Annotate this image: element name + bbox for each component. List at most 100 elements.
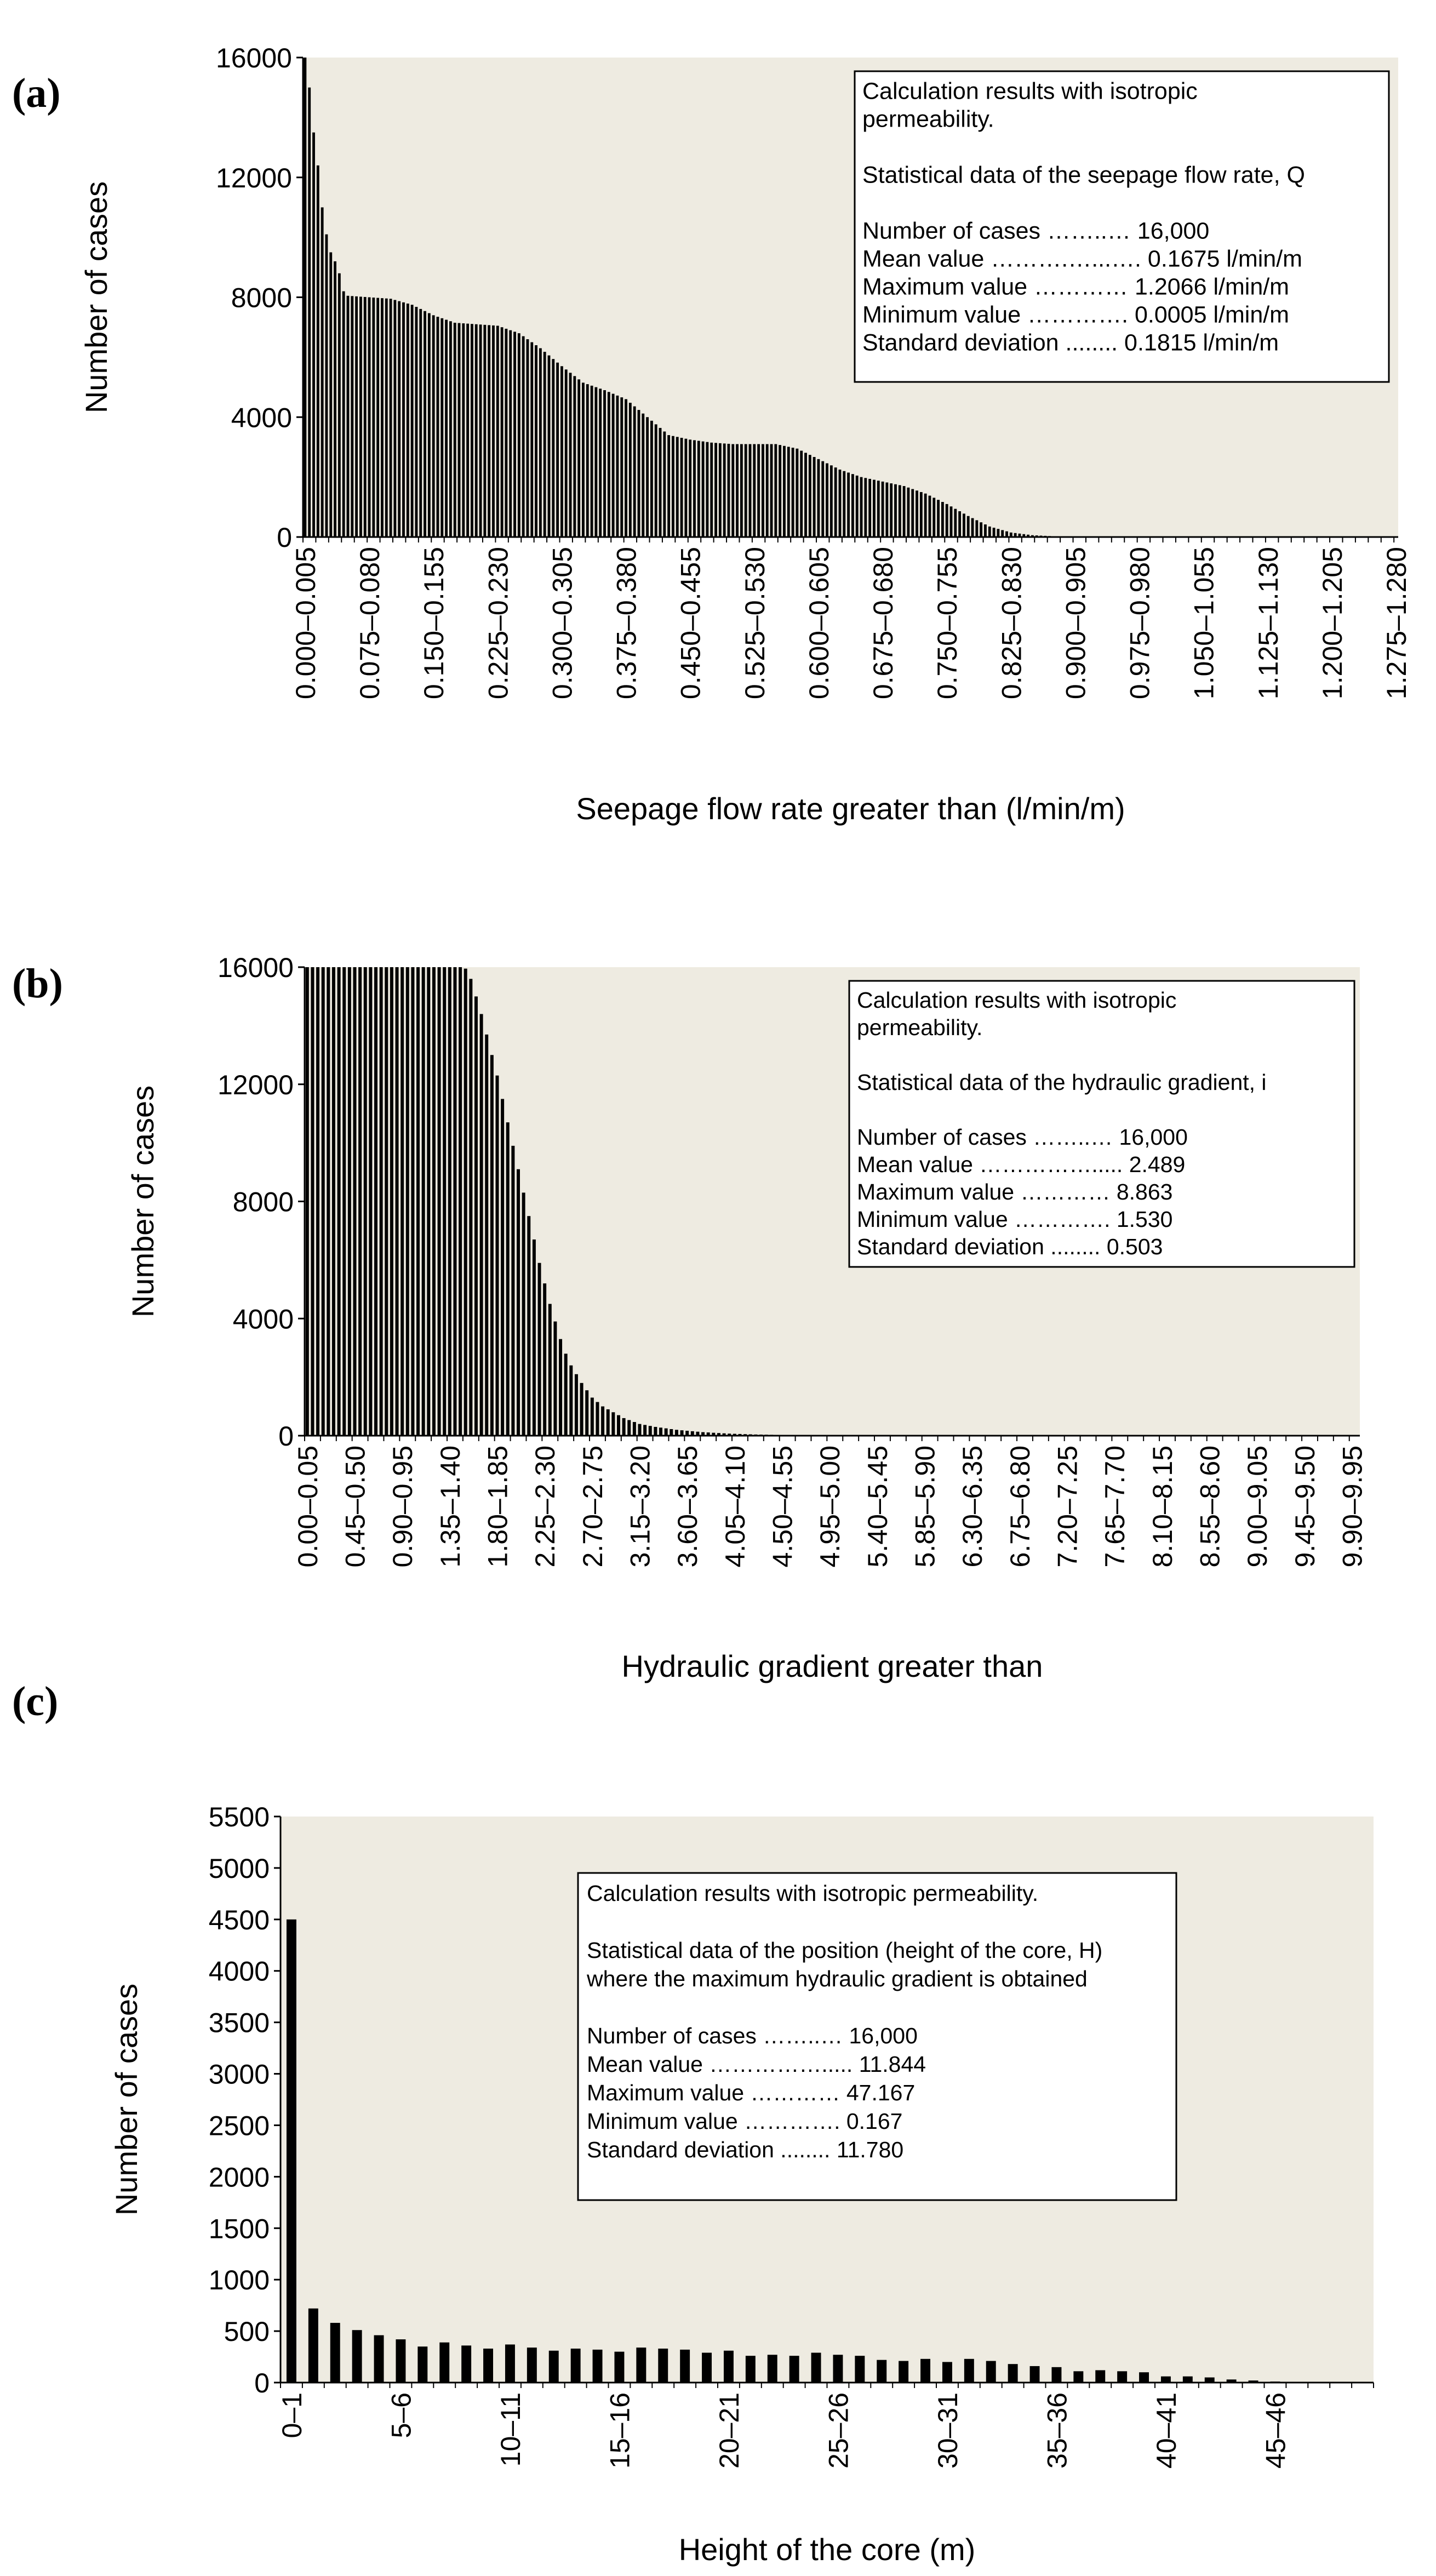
bar-69 (599, 389, 602, 537)
bar-20 (390, 299, 392, 537)
bar-8 (348, 967, 351, 1436)
bar-18 (680, 2350, 690, 2383)
statistics-line: Number of cases ……..… 16,000 (587, 2023, 918, 2048)
bar-133 (873, 480, 876, 537)
bar-132 (868, 479, 871, 537)
bar-12 (355, 296, 358, 537)
statistics-line: Standard deviation ........ 0.1815 l/min… (862, 330, 1279, 356)
bar-89 (684, 439, 687, 537)
statistics-line: Calculation results with isotropic (857, 987, 1176, 1013)
x-tick-label: 40–41 (1151, 2392, 1182, 2469)
bar-38 (1117, 2371, 1127, 2383)
bar-116 (800, 451, 803, 538)
bar-86 (672, 436, 674, 537)
y-tick-label: 500 (224, 2316, 270, 2347)
bar-19 (406, 967, 409, 1436)
bar-35 (454, 323, 456, 537)
bar-40 (1161, 2377, 1171, 2383)
x-tick-label: 0.900–0.905 (1061, 547, 1091, 699)
y-tick-label: 0 (254, 2368, 270, 2398)
y-tick-label: 4000 (209, 1956, 270, 1987)
bar-141 (907, 488, 910, 537)
bar-54 (591, 1398, 594, 1436)
bar-22 (398, 301, 401, 537)
bar-62 (569, 373, 572, 537)
bar-11 (527, 2347, 537, 2383)
bar-96 (714, 443, 717, 537)
bar-71 (608, 392, 610, 537)
bar-27 (448, 967, 451, 1436)
bar-108 (766, 444, 769, 537)
bar-59 (617, 1415, 620, 1436)
bar-31 (964, 2359, 974, 2383)
bar-5 (396, 2339, 405, 2383)
bar-33 (480, 1014, 483, 1436)
bar-94 (706, 442, 708, 537)
statistics-line: Minimum value …………. 0.167 (587, 2109, 902, 2134)
bar-56 (601, 1407, 604, 1436)
bar-18 (401, 967, 404, 1436)
bar-131 (864, 478, 867, 537)
bar-16 (636, 2347, 646, 2383)
bar-33 (1008, 2364, 1018, 2383)
bar-26 (855, 2356, 865, 2383)
bar-62 (633, 1422, 636, 1436)
x-tick-label: 0.075–0.080 (354, 547, 385, 699)
bar-22 (768, 2355, 777, 2383)
bar-5 (332, 967, 335, 1436)
bar-82 (655, 424, 657, 537)
bar-113 (787, 447, 790, 537)
bar-6 (337, 967, 341, 1436)
bar-8 (461, 2345, 471, 2383)
statistics-line: permeability. (857, 1015, 982, 1040)
bar-17 (658, 2349, 668, 2383)
bar-91 (693, 440, 696, 537)
bar-105 (753, 444, 756, 537)
bar-1 (308, 2309, 318, 2383)
x-tick-label: 5–6 (386, 2392, 417, 2438)
x-tick-label: 0.225–0.230 (483, 547, 513, 699)
bar-67 (591, 386, 593, 537)
bar-146 (929, 496, 931, 537)
y-tick-label: 3500 (209, 2008, 270, 2038)
bar-142 (911, 489, 914, 538)
bar-41 (479, 324, 482, 537)
bar-145 (924, 494, 927, 537)
bar-20 (411, 967, 414, 1436)
bar-14 (380, 967, 383, 1436)
y-tick-label: 5500 (209, 1802, 270, 1832)
statistics-line: Statistical data of the position (height… (587, 1938, 1102, 1963)
bar-3 (322, 967, 325, 1436)
bar-56 (543, 352, 546, 537)
bar-1 (311, 967, 314, 1436)
bar-92 (697, 441, 700, 537)
bar-17 (396, 967, 399, 1436)
bar-161 (993, 528, 996, 537)
bar-10 (505, 2345, 515, 2383)
bar-85 (667, 435, 670, 537)
bar-47 (505, 329, 507, 537)
bar-93 (702, 442, 705, 537)
y-tick-label: 8000 (231, 283, 292, 313)
bar-35 (1051, 2367, 1061, 2383)
bar-14 (364, 297, 367, 537)
x-tick-label: 2.70–2.75 (577, 1446, 608, 1567)
bar-19 (385, 299, 388, 537)
x-tick-label: 7.20–7.25 (1052, 1446, 1083, 1567)
bar-44 (492, 325, 495, 537)
y-tick-label: 16000 (216, 43, 292, 73)
bar-23 (789, 2356, 799, 2383)
x-tick-label: 0.975–0.980 (1125, 547, 1155, 699)
bar-66 (654, 1427, 657, 1436)
y-tick-label: 16000 (218, 952, 294, 983)
x-tick-label: 35–36 (1042, 2392, 1073, 2469)
bar-21 (416, 967, 420, 1436)
bar-104 (749, 444, 752, 537)
bar-6 (329, 252, 332, 537)
x-tick-label: 1.275–1.280 (1381, 547, 1412, 699)
bar-147 (932, 498, 935, 537)
bar-49 (564, 1353, 568, 1436)
bar-32 (986, 2361, 996, 2383)
bar-48 (559, 1339, 562, 1436)
x-tick-label: 0.675–0.680 (868, 547, 899, 699)
